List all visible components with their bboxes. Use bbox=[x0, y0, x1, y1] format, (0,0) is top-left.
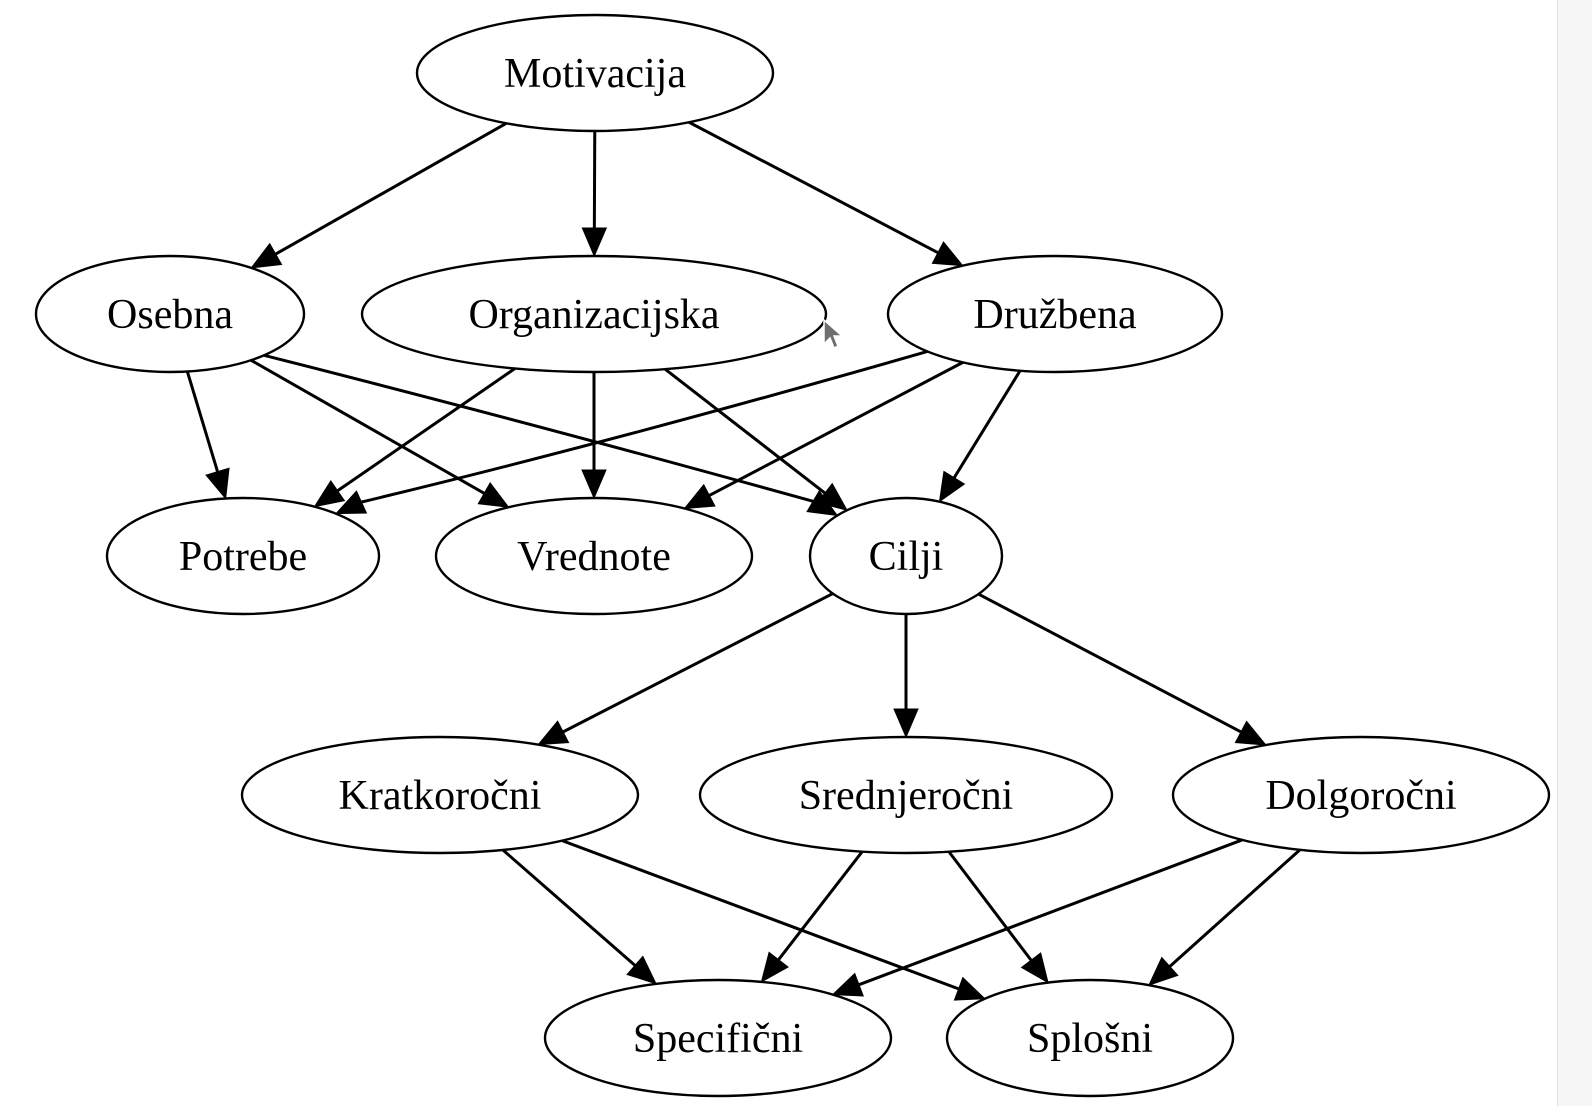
node-osebna: Osebna bbox=[34, 254, 306, 374]
node-srednjerocni: Srednjeročni bbox=[698, 735, 1114, 855]
edge-cilji-to-kratkorocni bbox=[562, 592, 834, 734]
node-kratkorocni: Kratkoročni bbox=[240, 735, 640, 855]
edge-kratkorocni-to-specificni bbox=[501, 848, 636, 967]
node-cilji-label: Cilji bbox=[869, 534, 944, 580]
edge-dolgorocni-to-specificni bbox=[858, 838, 1243, 987]
node-druzbena-label: Družbena bbox=[973, 292, 1137, 338]
edge-druzbena-to-cilji-arrowhead bbox=[938, 470, 966, 503]
node-potrebe-ellipse bbox=[105, 496, 381, 616]
node-specificni: Specifični bbox=[543, 978, 893, 1098]
node-dolgorocni-label: Dolgoročni bbox=[1265, 773, 1456, 819]
node-splosni-ellipse bbox=[945, 978, 1235, 1098]
node-druzbena: Družbena bbox=[886, 254, 1224, 374]
edge-druzbena-to-vrednote-arrowhead bbox=[683, 483, 716, 510]
edge-organizacijska-to-vrednote-arrowhead bbox=[581, 469, 607, 500]
edge-motivacija-to-organizacijska-arrowhead bbox=[581, 227, 608, 258]
edge-dolgorocni-to-splosni-arrowhead bbox=[1147, 956, 1179, 987]
node-organizacijska-ellipse bbox=[360, 254, 828, 374]
node-dolgorocni-ellipse bbox=[1171, 735, 1551, 855]
node-splosni: Splošni bbox=[945, 978, 1235, 1098]
edge-srednjerocni-to-specificni-arrowhead bbox=[760, 951, 789, 983]
nodes: Motivacija Osebna Organizacijska Družbena Po… bbox=[34, 13, 1551, 1098]
edge-osebna-to-vrednote bbox=[250, 358, 485, 495]
edge-druzbena-to-potrebe-arrowhead bbox=[334, 490, 368, 515]
node-motivacija-ellipse bbox=[415, 13, 775, 133]
node-osebna-label: Osebna bbox=[107, 292, 233, 338]
node-specificni-ellipse bbox=[543, 978, 893, 1098]
node-kratkorocni-ellipse bbox=[240, 735, 640, 855]
edge-motivacija-to-osebna bbox=[274, 121, 508, 256]
node-organizacijska-label: Organizacijska bbox=[468, 292, 719, 338]
node-osebna-ellipse bbox=[34, 254, 306, 374]
edge-dolgorocni-to-splosni bbox=[1168, 848, 1301, 968]
edge-motivacija-to-druzbena-arrowhead bbox=[931, 241, 964, 267]
node-vrednote-label: Vrednote bbox=[517, 534, 671, 580]
mouse-pointer-icon bbox=[823, 318, 844, 350]
edge-organizacijska-to-cilji bbox=[664, 368, 826, 495]
node-potrebe: Potrebe bbox=[105, 496, 381, 616]
node-motivacija: Motivacija bbox=[415, 13, 775, 133]
edges bbox=[185, 120, 1301, 1001]
edge-srednjerocni-to-splosni bbox=[947, 850, 1033, 962]
edge-motivacija-to-osebna-arrowhead bbox=[250, 242, 283, 269]
edge-kratkorocni-to-splosni-arrowhead bbox=[953, 976, 987, 1001]
node-srednjerocni-label: Srednjeročni bbox=[799, 773, 1014, 819]
edge-cilji-to-dolgorocni-arrowhead bbox=[1234, 720, 1267, 746]
edge-osebna-to-vrednote-arrowhead bbox=[477, 482, 510, 508]
edge-kratkorocni-to-splosni bbox=[561, 839, 960, 991]
scrollbar-track[interactable] bbox=[1557, 0, 1592, 1106]
node-cilji: Cilji bbox=[808, 496, 1004, 616]
node-splosni-label: Splošni bbox=[1027, 1016, 1153, 1062]
edge-dolgorocni-to-specificni-arrowhead bbox=[831, 972, 864, 997]
edge-cilji-to-srednjerocni-arrowhead bbox=[893, 708, 919, 739]
node-kratkorocni-label: Kratkoročni bbox=[339, 773, 542, 819]
edge-druzbena-to-cilji bbox=[952, 369, 1022, 479]
edge-organizacijska-to-potrebe-arrowhead bbox=[313, 479, 346, 508]
edge-osebna-to-potrebe-arrowhead bbox=[205, 467, 230, 500]
edge-druzbena-to-potrebe bbox=[361, 349, 928, 504]
edge-osebna-to-cilji bbox=[263, 353, 814, 503]
node-specificni-label: Specifični bbox=[633, 1016, 803, 1062]
edge-motivacija-to-druzbena bbox=[688, 120, 939, 254]
edge-druzbena-to-vrednote bbox=[708, 361, 964, 497]
node-cilji-ellipse bbox=[808, 496, 1004, 616]
edge-organizacijska-to-potrebe bbox=[336, 367, 516, 493]
node-organizacijska: Organizacijska bbox=[360, 254, 828, 374]
node-vrednote: Vrednote bbox=[434, 496, 754, 616]
node-vrednote-ellipse bbox=[434, 496, 754, 616]
node-srednjerocni-ellipse bbox=[698, 735, 1114, 855]
node-dolgorocni: Dolgoročni bbox=[1171, 735, 1551, 855]
edge-srednjerocni-to-splosni-arrowhead bbox=[1020, 952, 1049, 984]
node-potrebe-label: Potrebe bbox=[179, 534, 307, 580]
edge-srednjerocni-to-specificni bbox=[777, 850, 864, 961]
edge-osebna-to-potrebe bbox=[185, 371, 219, 473]
edge-cilji-to-dolgorocni bbox=[977, 592, 1242, 734]
node-druzbena-ellipse bbox=[886, 254, 1224, 374]
node-motivacija-label: Motivacija bbox=[504, 51, 686, 97]
